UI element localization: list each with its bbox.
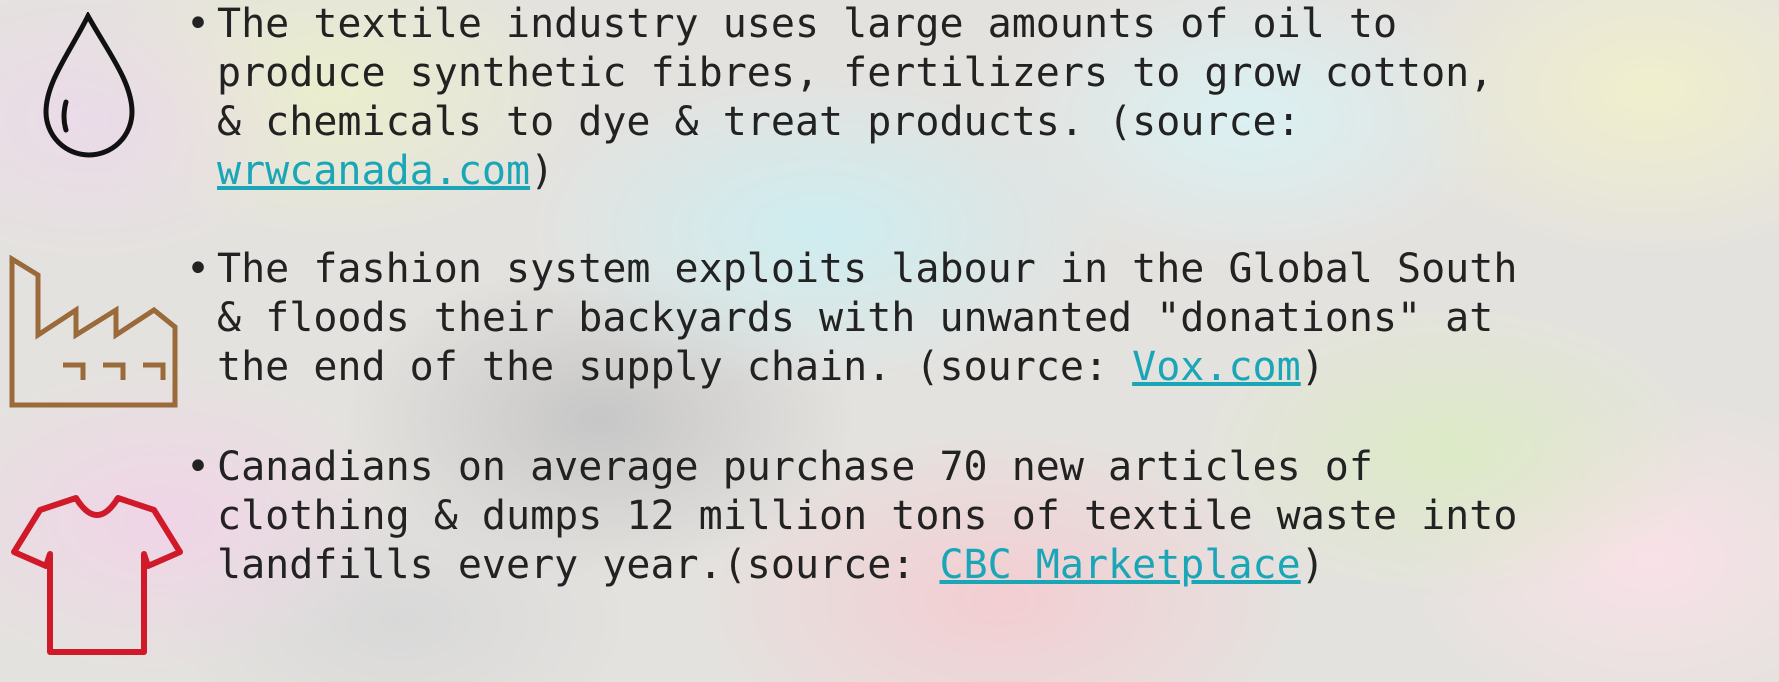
item-text-block: Canadians on average purchase 70 new art… — [217, 443, 1537, 590]
bullet: • — [186, 0, 210, 49]
list-item: •The textile industry uses large amounts… — [186, 0, 1546, 196]
factory-icon — [8, 255, 178, 410]
page: •The textile industry uses large amounts… — [0, 0, 1779, 682]
list-item: •Canadians on average purchase 70 new ar… — [186, 443, 1546, 590]
closing-paren: ) — [530, 148, 554, 194]
item-text: The textile industry uses large amounts … — [217, 1, 1493, 145]
bullet: • — [186, 245, 210, 294]
shirt-icon — [10, 492, 185, 657]
source-link[interactable]: CBC Marketplace — [939, 542, 1300, 588]
drop-icon — [40, 12, 140, 162]
list-item: •The fashion system exploits labour in t… — [186, 245, 1546, 392]
source-link[interactable]: Vox.com — [1132, 344, 1301, 390]
closing-paren: ) — [1301, 542, 1325, 588]
closing-paren: ) — [1301, 344, 1325, 390]
bullet: • — [186, 443, 210, 492]
item-text-block: The textile industry uses large amounts … — [217, 0, 1537, 196]
source-link[interactable]: wrwcanada.com — [217, 148, 530, 194]
item-text-block: The fashion system exploits labour in th… — [217, 245, 1537, 392]
